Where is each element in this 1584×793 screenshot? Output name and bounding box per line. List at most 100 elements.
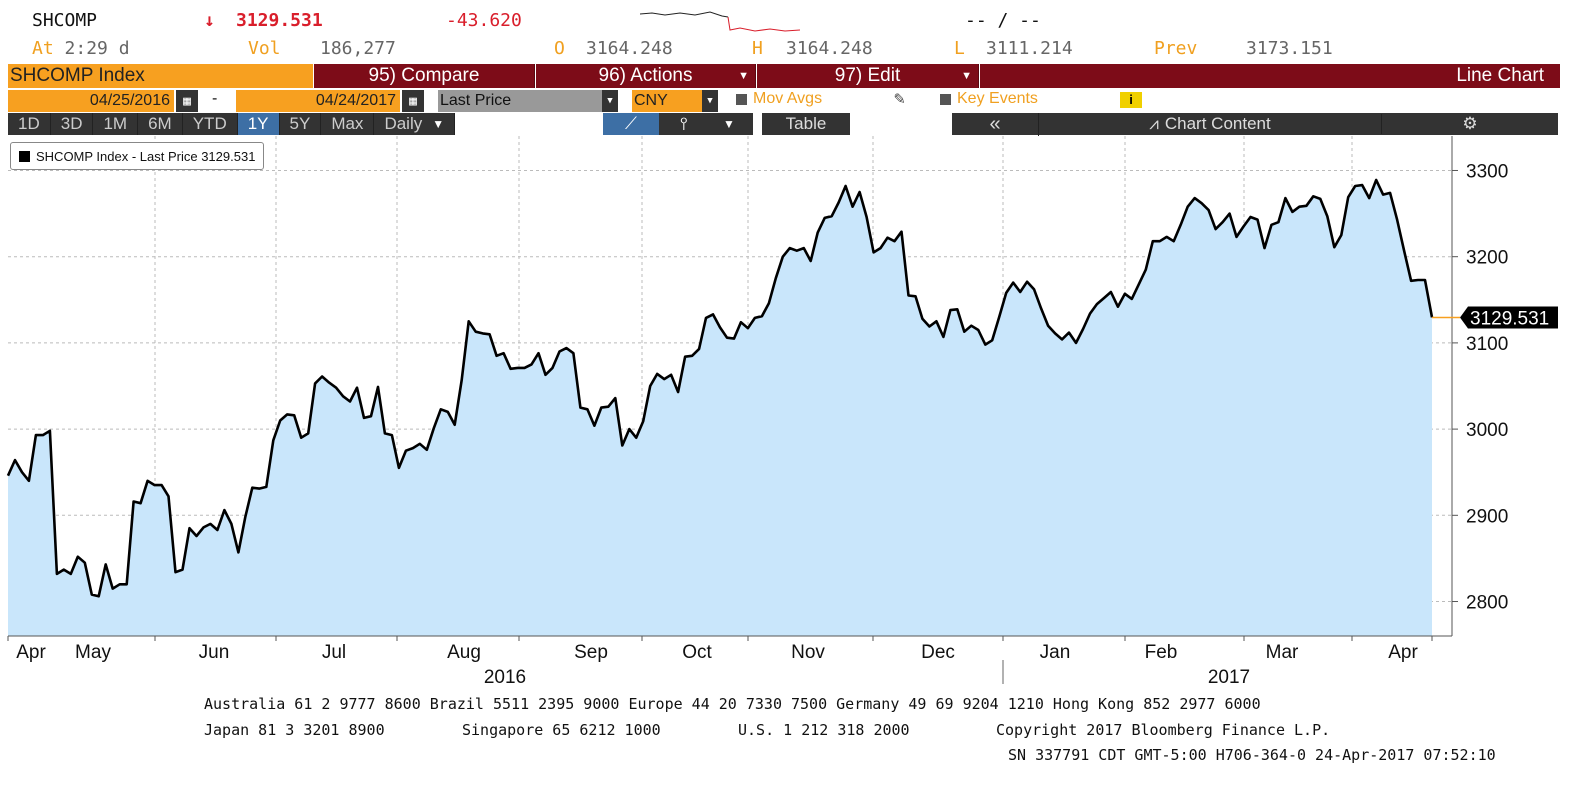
- y-tick-label: 3000: [1466, 420, 1508, 441]
- intraday-sparkline: [640, 11, 801, 32]
- x-tick-label: Nov: [791, 642, 825, 663]
- chevron-down-icon: ▼: [961, 70, 972, 82]
- end-date-field[interactable]: 04/24/2017: [236, 90, 400, 112]
- compare-button[interactable]: 95) Compare: [314, 64, 535, 88]
- chart-content-button[interactable]: ⩘ Chart Content: [1039, 114, 1382, 134]
- currency-value: CNY: [634, 92, 668, 109]
- pencil-icon[interactable]: ✎: [894, 88, 905, 109]
- table-button[interactable]: Table: [762, 113, 850, 135]
- checkbox-icon: [940, 93, 951, 105]
- x-tick-label: Sep: [574, 642, 608, 663]
- high-label: H: [752, 38, 763, 59]
- x-tick-label: Oct: [682, 642, 712, 663]
- line-chart-icon[interactable]: ⟋: [603, 113, 659, 135]
- start-date-field[interactable]: 04/25/2016: [8, 90, 174, 112]
- edit-label: 97) Edit: [834, 65, 901, 86]
- key-events-label: Key Events: [957, 90, 1038, 107]
- tab-1d[interactable]: 1D: [8, 113, 51, 135]
- chart-content-panel: « ⩘ Chart Content ⚙: [952, 112, 1558, 136]
- currency-select[interactable]: CNY: [632, 90, 702, 112]
- chevron-down-icon: ▼: [432, 117, 445, 131]
- legend-label: SHCOMP Index - Last Price 3129.531: [36, 148, 256, 164]
- chevron-down-icon: ▼: [738, 70, 749, 82]
- periodicity-select[interactable]: Daily ▼: [374, 113, 456, 135]
- bar-chart-icon[interactable]: ⫯: [680, 114, 688, 133]
- tab-5y[interactable]: 5Y: [280, 113, 322, 135]
- field-select[interactable]: Last Price: [438, 90, 602, 112]
- footer-contacts: Australia 61 2 9777 8600 Brazil 5511 239…: [204, 695, 1261, 713]
- key-events-toggle[interactable]: Key Events: [940, 90, 1038, 108]
- y-tick-label: 2900: [1466, 506, 1508, 527]
- last-price-label: 3129.531: [1470, 308, 1549, 329]
- footer-us: U.S. 1 212 318 2000: [738, 721, 910, 739]
- x-tick-label: Jun: [199, 642, 230, 663]
- legend-swatch: [19, 150, 30, 162]
- actions-menu[interactable]: 96) Actions ▼: [536, 64, 756, 88]
- tab-3d[interactable]: 3D: [51, 113, 94, 135]
- security-label: SHCOMP Index: [10, 65, 145, 86]
- tab-6m[interactable]: 6M: [138, 113, 183, 135]
- at-label: At: [32, 38, 54, 59]
- open-label: O: [554, 38, 565, 59]
- x-tick-label: May: [75, 642, 111, 663]
- high-value: 3164.248: [786, 38, 873, 59]
- year-label: 2016: [484, 667, 526, 688]
- chevron-down-icon[interactable]: ▼: [723, 117, 735, 131]
- y-tick-label: 2800: [1466, 593, 1508, 614]
- x-tick-label: Jan: [1040, 642, 1071, 663]
- calendar-icon[interactable]: ▦: [402, 90, 424, 112]
- start-date-value: 04/25/2016: [89, 92, 170, 109]
- year-label: 2017: [1208, 667, 1250, 688]
- vol-label: Vol: [248, 38, 281, 59]
- chevron-down-icon[interactable]: ▼: [602, 90, 618, 112]
- time-field: At 2:29 d: [32, 38, 130, 59]
- chart-icon: ⩘: [1149, 114, 1159, 133]
- x-tick-label: Feb: [1145, 642, 1178, 663]
- tab-ytd[interactable]: YTD: [183, 113, 238, 135]
- periodicity-label: Daily: [384, 114, 423, 133]
- calendar-icon[interactable]: ▦: [176, 90, 198, 112]
- mov-avgs-label: Mov Avgs: [753, 90, 823, 107]
- vol-value: 186,277: [320, 38, 396, 59]
- x-tick-label: Jul: [322, 642, 346, 663]
- date-separator: -: [212, 90, 218, 107]
- security-field[interactable]: SHCOMP Index: [8, 64, 313, 88]
- tab-max[interactable]: Max: [321, 113, 375, 135]
- x-tick-label: Apr: [16, 642, 46, 663]
- x-tick-label: Apr: [1388, 642, 1418, 663]
- range-tabs: 1D 3D 1M 6M YTD 1Y 5Y Max Daily ▼: [8, 113, 456, 135]
- chart-type-text: Line Chart: [1456, 65, 1544, 86]
- last-price-tag: [1460, 306, 1558, 329]
- x-tick-label: Dec: [921, 642, 955, 663]
- chart-legend: SHCOMP Index - Last Price 3129.531: [10, 142, 265, 170]
- x-tick-label: Aug: [447, 642, 481, 663]
- field-value: Last Price: [440, 92, 512, 109]
- y-tick-label: 3100: [1466, 334, 1508, 355]
- y-tick-label: 3200: [1466, 248, 1508, 269]
- low-value: 3111.214: [986, 38, 1073, 59]
- checkbox-icon: [736, 93, 747, 105]
- prev-value: 3173.151: [1246, 38, 1333, 59]
- mov-avgs-toggle[interactable]: Mov Avgs: [736, 90, 822, 108]
- compare-label: 95) Compare: [368, 65, 480, 86]
- ticker-symbol: SHCOMP: [32, 10, 98, 31]
- info-icon[interactable]: i: [1120, 92, 1142, 108]
- footer-session: SN 337791 CDT GMT-5:00 H706-364-0 24-Apr…: [1008, 746, 1496, 764]
- chart-style-group: ⟋ ⫯ ▼: [603, 113, 753, 135]
- x-tick-label: Mar: [1266, 642, 1299, 663]
- chevron-down-icon[interactable]: ▼: [702, 90, 718, 112]
- gear-icon[interactable]: ⚙: [1462, 114, 1478, 133]
- at-time: 2:29 d: [64, 38, 130, 59]
- table-label: Table: [785, 114, 827, 133]
- last-price: 3129.531: [236, 10, 323, 31]
- y-tick-label: 3300: [1466, 161, 1508, 182]
- prev-label: Prev: [1154, 38, 1198, 59]
- collapse-icon[interactable]: «: [952, 112, 1039, 136]
- edit-menu[interactable]: 97) Edit ▼: [757, 64, 979, 88]
- net-change: -43.620: [446, 10, 522, 31]
- actions-label: 96) Actions: [598, 65, 693, 86]
- price-chart[interactable]: 2800 2900 3000 3100 3200 3300 3129.531 Apr May Ju…: [0, 136, 1584, 692]
- tab-1m[interactable]: 1M: [93, 113, 139, 135]
- price-line: [6, 178, 1434, 598]
- tab-1y[interactable]: 1Y: [237, 113, 280, 135]
